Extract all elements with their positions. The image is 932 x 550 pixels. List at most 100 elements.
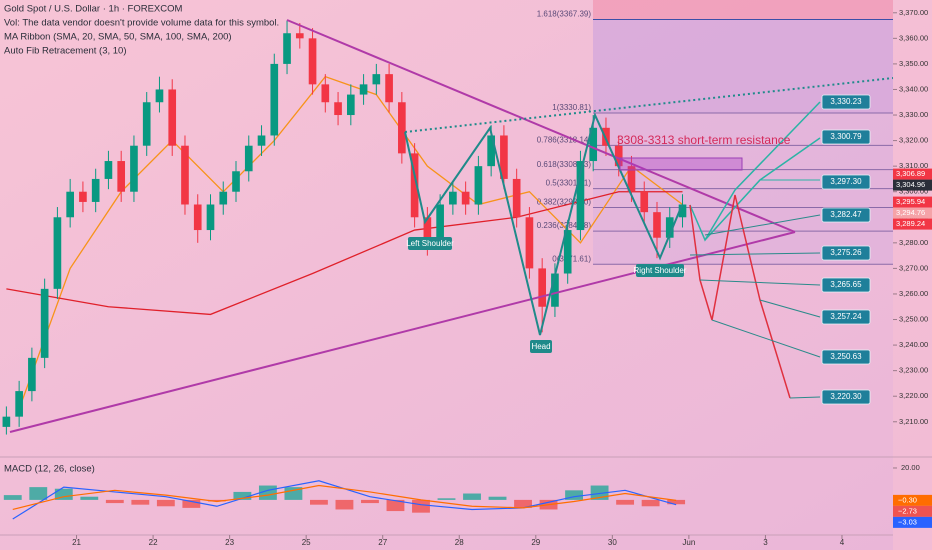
fib-label: 0.382(3293.80) [537,198,592,207]
candle-body [398,102,406,154]
target-box [821,129,871,145]
path-up [689,101,821,242]
candle-body [551,273,559,307]
candle-body [346,94,355,116]
candle-body [334,102,342,116]
candle-body [79,191,87,202]
fib-label: 0.5(3301.21) [546,179,592,188]
y-tick-label: 3,270.00 [899,263,928,272]
macd-histogram-bar [54,488,73,500]
macd-tag [893,516,932,528]
target-box [821,207,871,223]
ma-line [6,191,683,316]
y-tick-label: 3,360.00 [899,33,928,42]
target-label: 3,265.65 [830,280,862,289]
x-tick-label: 21 [72,538,81,547]
target-box [821,389,871,405]
macd-tag-label: −0.30 [898,495,917,504]
y-tick-label: 3,250.00 [899,315,928,324]
target-label: 3,297.30 [830,177,862,186]
macd-histogram-bar [565,490,584,500]
pattern-labels: Left Shoulder Head Right Shoulder 3308-3… [406,133,791,353]
candle-body [487,135,495,167]
price-tag-label: 3,304.96 [896,180,925,189]
candle-body [308,38,317,85]
macd-histogram-bar [641,499,660,507]
connector [704,214,821,236]
candle-body [91,178,100,202]
fib-label: 0.786(3318.14) [537,135,592,144]
macd-histogram-bar [514,499,532,508]
candle-body [614,145,623,167]
path-down [689,194,791,399]
target-box [821,277,871,293]
macd-histogram-bar [361,499,379,504]
candle-body [423,217,432,238]
target-label: 3,275.26 [830,248,862,257]
macd-histogram-bar [309,499,328,505]
fib-label: 1.618(3367.39) [537,10,592,19]
y-tick-label: 3,260.00 [899,289,928,298]
target-label: 3,282.47 [830,210,862,219]
neckline [404,77,894,133]
price-tag [893,179,932,191]
y-tick-label: 3,350.00 [899,59,928,68]
candle-body [512,178,521,218]
macd-histogram-bar [412,499,430,513]
x-tick-label: 3 [763,538,768,547]
label-box [636,264,684,277]
candle-body [563,230,572,274]
vol-note: Vol: The data vendor doesn't provide vol… [4,18,279,29]
candle-body [104,161,113,179]
candle-body [461,191,470,205]
candle-body [538,268,547,307]
macd-histogram-bar [386,499,405,512]
candle-body [678,204,687,218]
symbol: Gold Spot / U.S. Dollar · 1h · FOREXCOM [4,4,183,15]
target-box [821,349,871,365]
fib-label: 0.618(3308.63) [537,160,592,169]
price-axis [893,0,932,550]
pattern [404,111,683,336]
candle-body [66,191,74,218]
connector [759,299,821,318]
y-tick-label: 3,230.00 [899,366,928,375]
macd-histogram-bar [105,499,124,504]
candle-body [40,288,49,358]
candle-body [474,166,483,205]
y-tick-label: 3,220.00 [899,391,928,400]
target-box [821,309,871,325]
connector [699,279,821,286]
macd-histogram-bar [616,499,635,505]
x-tick-label: 27 [378,538,387,547]
macd-histogram-bar [233,491,252,500]
candle-body [525,217,534,269]
price-tag [893,196,932,208]
candle-body [28,357,36,392]
x-tick-label: 22 [149,538,158,547]
y-tick-label: 20.00 [901,463,920,472]
y-tick-label: 3,340.00 [899,84,928,93]
label: Left Shoulder [406,239,454,248]
candle-body [372,74,381,85]
macd-tag [893,505,932,517]
macd-histogram-bar [437,498,456,500]
price-tag [893,168,932,180]
candle-body [589,127,598,162]
fib-indicator: Auto Fib Retracement (3, 10) [4,46,127,57]
price-tag-label: 3,289.24 [896,219,925,228]
macd-title: MACD (12, 26, close) [4,464,95,475]
price-tag-label: 3,294.76 [896,208,925,217]
price-tag-label: 3,295.94 [896,197,925,206]
ma-indicator: MA Ribbon (SMA, 20, SMA, 50, SMA, 100, S… [4,32,232,43]
macd-histogram-bar [80,496,99,500]
macd-histogram-bar [667,499,686,505]
candle-body [576,161,585,231]
macd-histogram-bar [29,487,48,500]
price-tag-label: 3,306.89 [896,169,925,178]
y-tick-label: 3,300.00 [899,187,928,196]
target-label: 3,220.30 [830,392,862,401]
candle-body [257,135,266,146]
candle-body [385,74,393,103]
label: Right Shoulder [634,266,687,275]
